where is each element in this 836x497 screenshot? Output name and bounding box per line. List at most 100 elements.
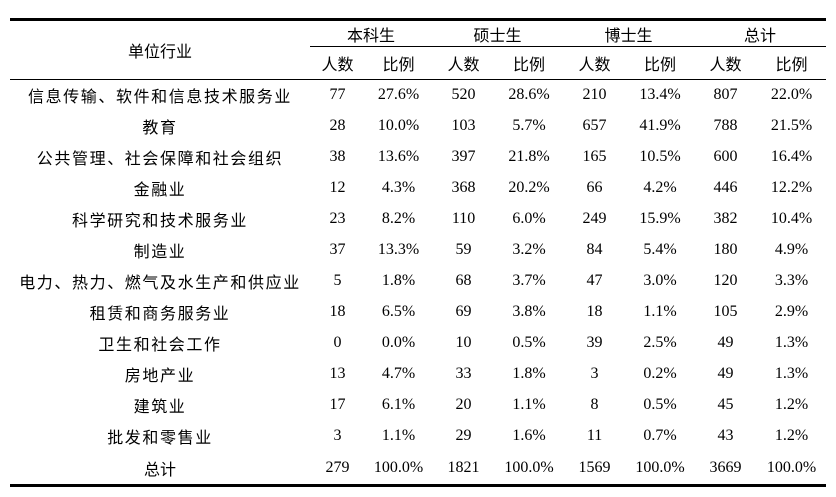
value-cell: 4.9%	[774, 241, 809, 258]
table-row: 房地产业 13 4.7% 33 1.8% 3 0.2% 49 1.3%	[10, 359, 826, 390]
value-cell: 28	[329, 117, 346, 134]
subheader-ratio: 比例	[495, 46, 564, 80]
value-cell: 13.6%	[377, 148, 420, 165]
table-row: 建筑业 17 6.1% 20 1.1% 8 0.5% 45 1.2%	[10, 390, 826, 421]
value-cell: 657	[582, 117, 607, 134]
value-cell: 110	[451, 210, 476, 227]
value-cell: 105	[713, 303, 738, 320]
industry-name-cell: 金融业	[133, 182, 187, 199]
value-cell: 27.6%	[377, 86, 420, 104]
table-body: 信息传输、软件和信息技术服务业 77 27.6% 520 28.6% 210 13.4% 80…	[10, 80, 826, 452]
table-row: 卫生和社会工作 0 0.0% 10 0.5% 39 2.5% 49 1.3%	[10, 328, 826, 359]
table-footer: 总计 279 100.0% 1821 100.0% 1569 100.0% 36…	[10, 452, 827, 486]
value-cell: 6.0%	[512, 210, 546, 227]
value-cell: 33	[455, 365, 472, 382]
subheader-count: 人数	[694, 46, 758, 80]
value-cell: 16.4%	[770, 148, 813, 165]
industry-name-cell: 科学研究和技术服务业	[71, 213, 248, 230]
value-cell: 20.2%	[508, 179, 550, 196]
industry-name-cell: 公共管理、社会保障和社会组织	[36, 151, 284, 168]
value-cell: 69	[455, 303, 472, 320]
value-cell: 397	[451, 148, 476, 165]
value-cell: 1.1%	[512, 396, 546, 413]
value-cell: 39	[586, 334, 603, 351]
value-cell: 10.4%	[770, 210, 813, 227]
value-cell: 3.3%	[774, 272, 809, 289]
value-cell: 13.3%	[377, 241, 420, 258]
value-cell: 12.2%	[770, 179, 813, 196]
value-cell: 1.6%	[512, 427, 546, 444]
value-cell: 77	[329, 86, 346, 104]
value-cell: 45	[717, 396, 734, 413]
subheader-count: 人数	[310, 46, 365, 80]
value-cell: 21.8%	[508, 148, 550, 165]
value-cell: 2.9%	[774, 303, 809, 320]
value-cell: 20	[455, 396, 472, 413]
value-cell: 43	[717, 427, 734, 444]
table-row: 电力、热力、燃气及水生产和供应业 5 1.8% 68 3.7% 47 3.0% 120 3.3%	[10, 266, 826, 297]
table-row: 制造业 37 13.3% 59 3.2% 84 5.4% 180 4.9%	[10, 235, 826, 266]
value-cell: 807	[713, 86, 738, 104]
table-row: 租赁和商务服务业 18 6.5% 69 3.8% 18 1.1% 105 2.9%	[10, 297, 826, 328]
subheader-count: 人数	[432, 46, 496, 80]
value-cell: 3	[333, 427, 342, 444]
value-cell: 59	[455, 241, 472, 258]
value-cell: 3.2%	[512, 241, 546, 258]
total-value-cell: 3669	[709, 458, 742, 476]
value-cell: 8	[590, 396, 599, 413]
industry-name-cell: 制造业	[133, 244, 187, 261]
value-cell: 4.3%	[381, 179, 416, 196]
table-row: 科学研究和技术服务业 23 8.2% 110 6.0% 249 15.9% 382 10.4%	[10, 204, 826, 235]
value-cell: 120	[713, 272, 738, 289]
value-cell: 10.5%	[639, 148, 681, 165]
subheader-ratio: 比例	[757, 46, 827, 80]
total-label: 总计	[143, 461, 176, 479]
value-cell: 49	[717, 365, 734, 382]
group-header-doctoral: 博士生	[563, 19, 695, 47]
total-value-cell: 279	[325, 458, 350, 476]
total-value-cell: 100.0%	[504, 458, 554, 476]
value-cell: 66	[586, 179, 603, 196]
value-cell: 68	[455, 272, 472, 289]
value-cell: 18	[586, 303, 603, 320]
value-cell: 3.8%	[512, 303, 546, 320]
value-cell: 49	[717, 334, 734, 351]
industry-name-cell: 电力、热力、燃气及水生产和供应业	[19, 275, 301, 292]
value-cell: 103	[451, 117, 476, 134]
industry-name-cell: 批发和零售业	[107, 430, 213, 447]
value-cell: 18	[329, 303, 346, 320]
table-header: 单位行业 本科生 硕士生 博士生 总计 人数 比例 人数 比例 人数 比例 人数…	[10, 19, 827, 80]
subheader-ratio: 比例	[626, 46, 695, 80]
value-cell: 21.5%	[770, 117, 813, 134]
value-cell: 382	[713, 210, 738, 227]
value-cell: 1.1%	[643, 303, 677, 320]
value-cell: 0.2%	[643, 365, 677, 382]
total-row: 总计 279 100.0% 1821 100.0% 1569 100.0% 36…	[10, 452, 827, 486]
value-cell: 8.2%	[381, 210, 416, 227]
subheader-ratio: 比例	[365, 46, 433, 80]
value-cell: 2.5%	[643, 334, 677, 351]
value-cell: 0.0%	[381, 334, 416, 351]
value-cell: 5.4%	[643, 241, 677, 258]
value-cell: 788	[713, 117, 738, 134]
value-cell: 6.5%	[381, 303, 416, 320]
value-cell: 10.0%	[377, 117, 420, 134]
value-cell: 520	[451, 86, 476, 104]
value-cell: 29	[455, 427, 472, 444]
industry-name-cell: 教育	[142, 120, 178, 137]
table-row: 教育 28 10.0% 103 5.7% 657 41.9% 788 21.5%	[10, 111, 826, 142]
table-row: 批发和零售业 3 1.1% 29 1.6% 11 0.7% 43 1.2%	[10, 421, 826, 452]
value-cell: 22.0%	[770, 86, 813, 104]
industry-name-cell: 卫生和社会工作	[98, 337, 222, 354]
value-cell: 446	[713, 179, 738, 196]
value-cell: 180	[713, 241, 738, 258]
industry-name-cell: 租赁和商务服务业	[89, 306, 231, 323]
total-value-cell: 100.0%	[635, 458, 685, 476]
total-value-cell: 1821	[447, 458, 480, 476]
value-cell: 13	[329, 365, 346, 382]
group-header-undergraduate: 本科生	[310, 19, 433, 47]
value-cell: 0.5%	[643, 396, 677, 413]
value-cell: 5.7%	[512, 117, 546, 134]
value-cell: 249	[582, 210, 607, 227]
